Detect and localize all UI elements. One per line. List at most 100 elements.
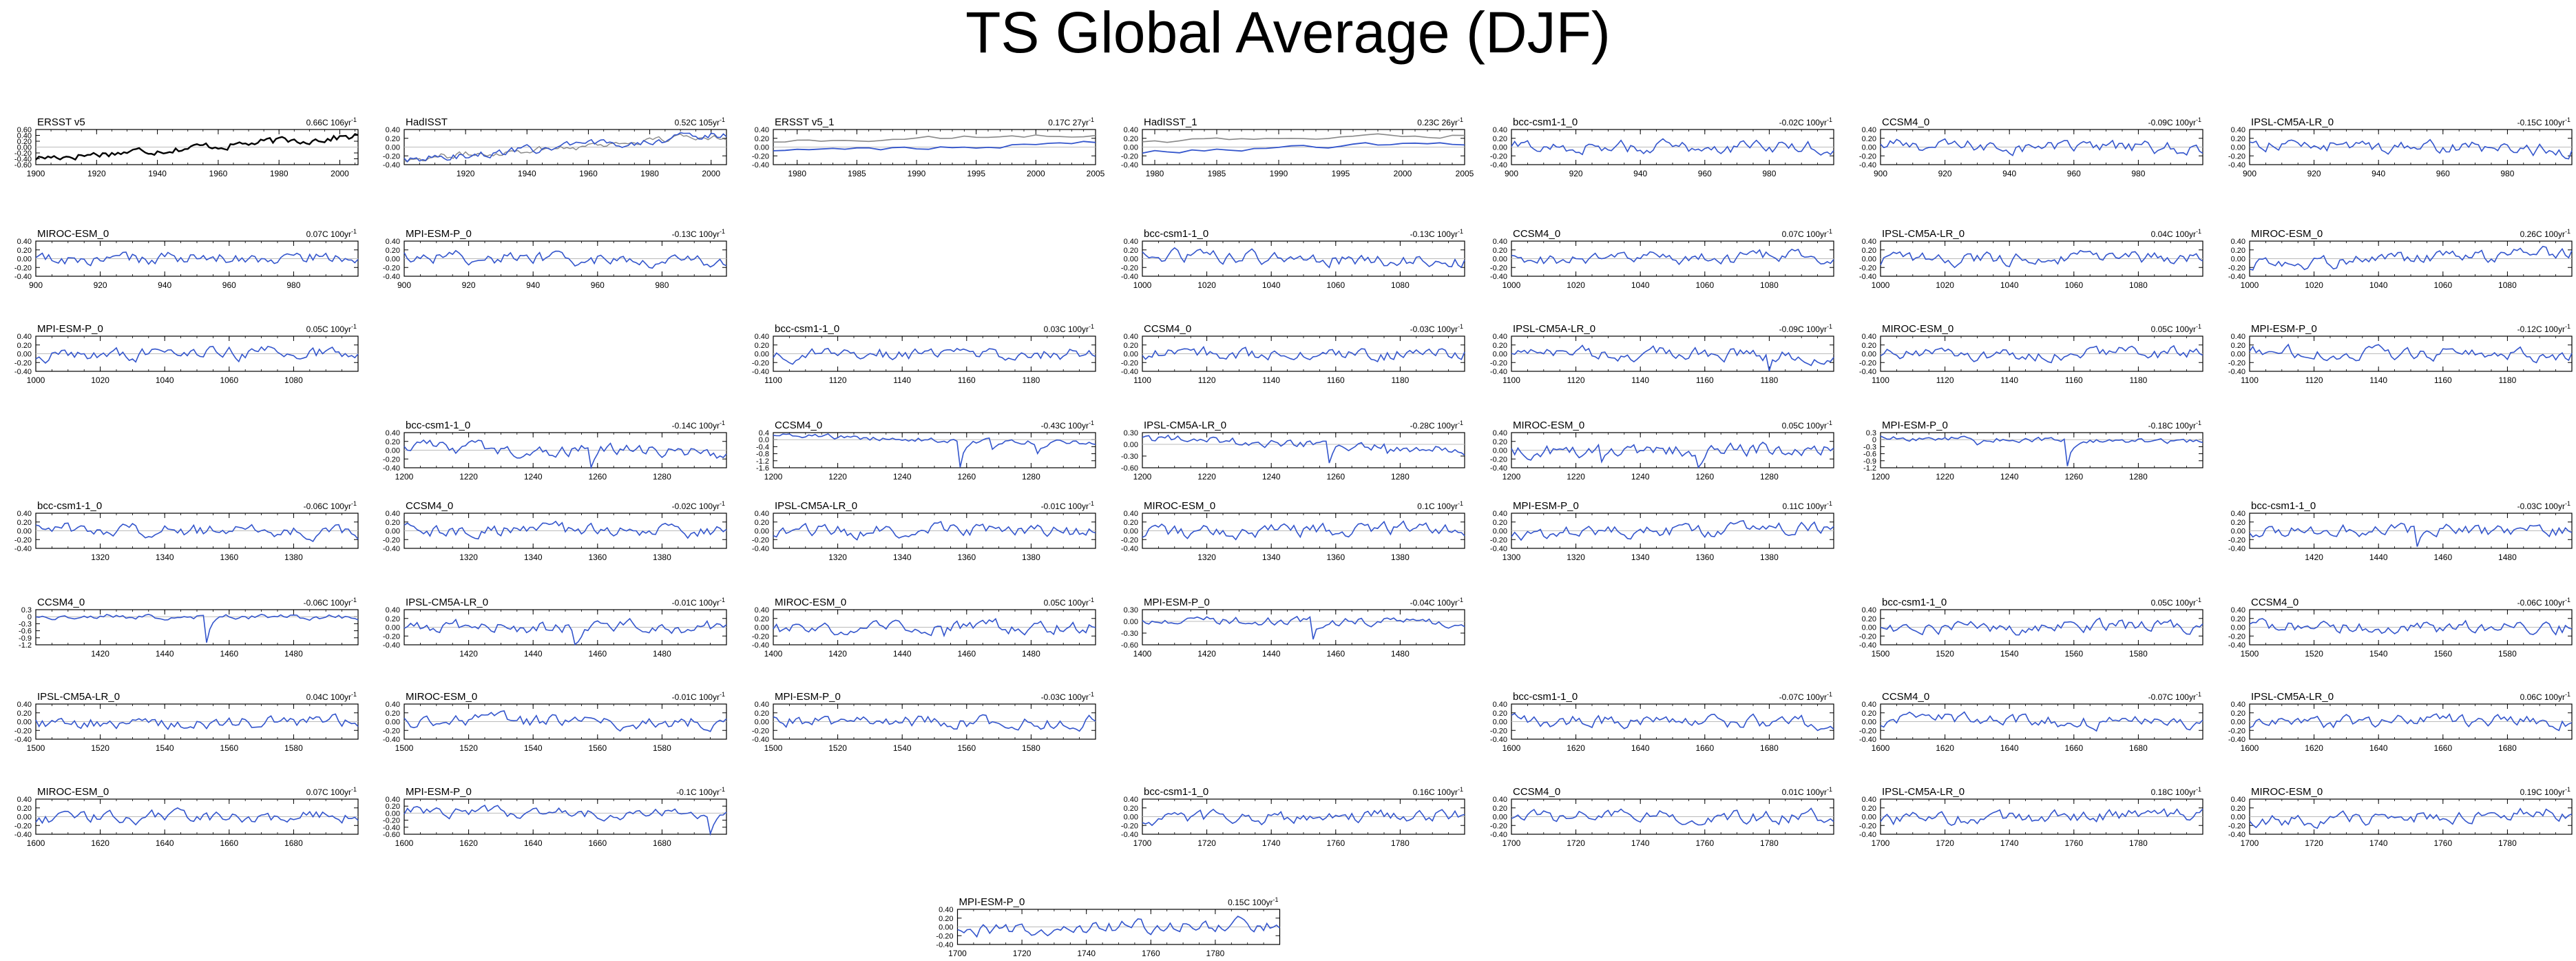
y-tick-label: 0.40 — [1124, 333, 1138, 341]
y-tick-label: 0.40 — [1493, 510, 1507, 518]
x-tick-label: 1780 — [1391, 838, 1410, 848]
trend-label: 0.05C 100yr-1 — [306, 323, 357, 334]
trend-exponent: -1 — [1089, 500, 1094, 507]
plot-frame — [35, 609, 359, 645]
x-tick-label: 1320 — [1197, 552, 1216, 562]
x-tick-label: 1740 — [2000, 838, 2019, 848]
y-tick-label: 0.00 — [17, 351, 32, 359]
x-tick-label: 1020 — [1567, 280, 1585, 290]
plot-frame — [404, 798, 727, 835]
y-tick-label: -0.40 — [1490, 161, 1507, 169]
y-tick-label: 0.40 — [1493, 429, 1507, 437]
y-tick-label: -0.9 — [1863, 457, 1876, 466]
y-tick-label: -0.40 — [1859, 368, 1876, 376]
x-tick-label: 1340 — [156, 552, 174, 562]
x-tick-label: 980 — [1762, 169, 1776, 178]
y-tick-label: 0.60 — [17, 126, 32, 134]
x-tick-label: 1080 — [284, 375, 303, 385]
trend-exponent: -1 — [720, 116, 725, 123]
panel-title: bcc-csm1-1_0 — [37, 500, 102, 512]
y-tick-label: -0.3 — [1863, 443, 1876, 451]
x-tick-label: 1100 — [1133, 375, 1151, 385]
y-tick-label: 0.00 — [1493, 528, 1507, 536]
x-tick-label: 1320 — [91, 552, 109, 562]
x-tick-label: 1280 — [1022, 472, 1040, 482]
y-tick-label: 0.20 — [1862, 710, 1876, 718]
y-tick-label: -0.40 — [383, 736, 400, 744]
panel-title: bcc-csm1-1_0 — [1882, 597, 1947, 608]
panel: MIROC-ESM_0 0.26C 100yr-1 0.400.200.00-0.2… — [2228, 228, 2573, 290]
x-tick-label: 920 — [462, 280, 476, 290]
y-tick-label: 0.40 — [1493, 796, 1507, 804]
panel-title: CCSM4_0 — [406, 500, 453, 512]
panel: MPI-ESM-P_0 -0.13C 100yr-10.400.200.00-0.… — [383, 228, 727, 290]
panel-title: bcc-csm1-1_0 — [1144, 228, 1208, 240]
x-tick-label: 1180 — [1760, 375, 1778, 385]
x-tick-label: 1020 — [1936, 280, 1954, 290]
panel-title: IPSL-CM5A-LR_0 — [37, 691, 120, 703]
trend-label: -0.14C 100yr-1 — [672, 420, 725, 431]
y-tick-label: 0.00 — [386, 447, 400, 455]
x-tick-label: 1220 — [828, 472, 847, 482]
y-tick-label: 0.00 — [386, 144, 400, 152]
x-tick-label: 1060 — [2064, 280, 2083, 290]
panel-title: MPI-ESM-P_0 — [37, 323, 103, 335]
panel: IPSL-CM5A-LR_0 -0.01C 100yr-1 0.400.200.00… — [383, 597, 727, 659]
x-tick-label: 1600 — [395, 838, 414, 848]
x-tick-label: 1340 — [1631, 552, 1650, 562]
y-tick-label: 0.40 — [17, 796, 32, 804]
plot-frame — [773, 432, 1096, 468]
y-tick-label: 0.40 — [755, 510, 769, 518]
x-tick-label: 960 — [2436, 169, 2450, 178]
y-tick-label: 0.20 — [2231, 519, 2245, 527]
y-tick-label: 0.00 — [2231, 144, 2245, 152]
panel: bcc-csm1-1_0 0.05C 100yr-10.400.200.00-0.… — [1859, 597, 2203, 659]
y-tick-label: 0.20 — [755, 342, 769, 350]
y-tick-label: 0.00 — [1493, 447, 1507, 455]
x-tick-label: 1580 — [2129, 649, 2148, 659]
panel: MPI-ESM-P_0 0.05C 100yr-1 0.400.200.00-0.2… — [14, 323, 359, 385]
y-tick-label: -0.20 — [1490, 359, 1507, 367]
x-tick-label: 1180 — [1391, 375, 1409, 385]
panel-title: MPI-ESM-P_0 — [1513, 500, 1579, 512]
panel: MPI-ESM-P_0 0.15C 100yr-1 0.400.200.00-0.2… — [936, 896, 1281, 958]
x-tick-label: 1540 — [2000, 649, 2019, 659]
x-tick-label: 2005 — [1087, 169, 1105, 178]
x-tick-label: 1995 — [967, 169, 985, 178]
x-tick-label: 1720 — [2305, 838, 2323, 848]
x-tick-label: 1500 — [2241, 649, 2259, 659]
trend-exponent: -1 — [1458, 116, 1463, 123]
y-tick-label: 0.40 — [1124, 510, 1138, 518]
y-tick-label: 0.00 — [17, 144, 32, 152]
x-tick-label: 1640 — [156, 838, 174, 848]
panel: CCSM4_0 -0.06C 100yr-10.400.200.00-0.20-0… — [2228, 597, 2573, 659]
x-tick-label: 1760 — [2064, 838, 2083, 848]
panel: MIROC-ESM_0 0.19C 100yr-1 0.400.200.00-0.2… — [2228, 786, 2573, 848]
trend-label: 0.05C 100yr-1 — [1044, 597, 1094, 608]
trend-exponent: -1 — [2196, 323, 2201, 330]
y-tick-label: 0.00 — [2231, 719, 2245, 727]
y-tick-label: -0.20 — [1859, 359, 1876, 367]
y-tick-label: 0.40 — [386, 238, 400, 246]
panel-title: MPI-ESM-P_0 — [406, 786, 472, 798]
y-tick-label: -0.40 — [752, 641, 769, 650]
y-tick-label: -0.20 — [752, 632, 769, 641]
x-tick-label: 920 — [1569, 169, 1583, 178]
trend-exponent: -1 — [2196, 786, 2201, 793]
trend-value: 0.15C 100yr — [1228, 898, 1273, 907]
y-tick-label: -0.20 — [14, 359, 32, 367]
x-tick-label: 1920 — [457, 169, 475, 178]
x-tick-label: 1640 — [524, 838, 543, 848]
panel-title: MIROC-ESM_0 — [406, 691, 477, 703]
trend-value: 0.05C 100yr — [306, 324, 351, 334]
series-line — [404, 805, 727, 836]
trend-exponent: -1 — [720, 786, 725, 793]
trend-exponent: -1 — [1827, 228, 1832, 235]
trend-label: 0.01C 100yr-1 — [1782, 786, 1832, 797]
x-tick-label: 1740 — [1631, 838, 1650, 848]
y-tick-label: -0.9 — [19, 634, 32, 643]
y-tick-label: 0.30 — [1124, 429, 1138, 437]
y-tick-label: -0.20 — [1490, 455, 1507, 464]
panel-title: IPSL-CM5A-LR_0 — [2251, 691, 2334, 703]
trend-label: -0.02C 100yr-1 — [1779, 116, 1832, 127]
